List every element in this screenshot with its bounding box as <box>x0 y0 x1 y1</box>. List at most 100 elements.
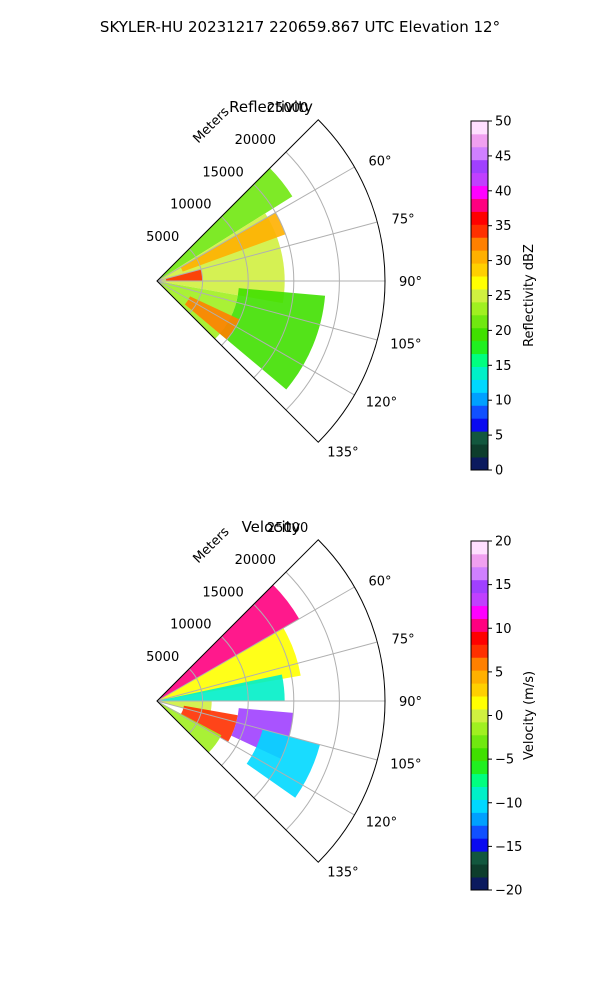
colorbar-segment <box>471 709 488 723</box>
azimuth-gridline <box>156 221 378 282</box>
colorbar-segment <box>471 314 488 329</box>
colorbar-segment <box>471 198 488 212</box>
colorbar-segment <box>471 250 488 264</box>
colorbar-segment <box>471 444 488 458</box>
colorbar-segment <box>471 864 488 878</box>
colorbar-tick-label: 10 <box>495 622 512 637</box>
colorbar-segment <box>471 327 488 342</box>
radar-cell-region <box>184 296 240 340</box>
range-tick-label: 10000 <box>170 618 211 633</box>
radar-cell-region <box>180 212 286 272</box>
colorbar-segment <box>471 734 488 749</box>
colorbar-segment <box>471 877 488 891</box>
range-tick-label: 5000 <box>146 230 179 245</box>
colorbar-segment <box>471 799 488 813</box>
panel-title: Reflectivity <box>229 98 313 116</box>
colorbar-segment <box>471 838 488 852</box>
colorbar-segment <box>471 683 488 697</box>
colorbar-segment <box>471 696 488 710</box>
colorbar-segment <box>471 721 488 736</box>
azimuth-tick-label: 75° <box>392 213 415 228</box>
colorbar-segment <box>471 340 488 355</box>
colorbar-segment <box>471 644 488 658</box>
colorbar-tick-label: 35 <box>495 219 512 234</box>
colorbar-tick-label: 40 <box>495 184 512 199</box>
colorbar-tick-label: 20 <box>495 535 512 550</box>
colorbar-segment <box>471 353 488 367</box>
colorbar-segment <box>471 825 488 839</box>
colorbar-segment <box>471 670 488 684</box>
colorbar-segment <box>471 366 488 380</box>
figure-title: SKYLER-HU 20231217 220659.867 UTC Elevat… <box>100 18 500 36</box>
colorbar-tick-label: 5 <box>495 429 503 444</box>
azimuth-gridline <box>156 586 355 702</box>
colorbar-label: Reflectivity dBZ <box>522 244 537 347</box>
colorbar-segment <box>471 851 488 865</box>
azimuth-tick-label: 60° <box>368 155 391 170</box>
range-axis-label: Meters <box>190 104 232 146</box>
azimuth-gridline <box>156 280 355 396</box>
azimuth-tick-label: 75° <box>392 633 415 648</box>
polar-frame <box>156 539 386 863</box>
reflectivity-panel: Reflectivity60°75°90°105°120°135°5000100… <box>146 98 537 479</box>
radar-cell-region <box>157 701 222 753</box>
colorbar-tick-label: 50 <box>495 115 512 130</box>
radar-cell-region <box>157 168 293 281</box>
colorbar-segment <box>471 172 488 187</box>
azimuth-tick-label: 105° <box>390 757 421 772</box>
azimuth-gridline <box>156 280 378 341</box>
radar-cell-region <box>157 674 285 701</box>
colorbar-segment <box>471 185 488 199</box>
colorbar-segment <box>471 631 488 645</box>
colorbar-segment <box>471 121 488 135</box>
colorbar-segment <box>471 773 488 787</box>
panel-title: Velocity <box>242 518 301 536</box>
colorbar-tick-label: 0 <box>495 464 503 479</box>
azimuth-tick-label: 135° <box>327 865 358 880</box>
colorbar-tick-label: 0 <box>495 709 503 724</box>
colorbar-segment <box>471 289 488 303</box>
colorbar-tick-label: −10 <box>495 796 522 811</box>
azimuth-gridline <box>156 166 355 282</box>
colorbar-segment <box>471 760 488 775</box>
colorbar-segment <box>471 618 488 632</box>
colorbar-segment <box>471 405 488 419</box>
colorbar-segment <box>471 592 488 607</box>
range-tick-label: 25000 <box>267 521 308 536</box>
colorbar-tick-label: 25 <box>495 289 512 304</box>
colorbar-segment <box>471 418 488 432</box>
azimuth-gridline <box>156 700 355 816</box>
colorbar-segment <box>471 541 488 555</box>
colorbar-tick-label: 15 <box>495 578 512 593</box>
azimuth-gridline <box>156 700 378 761</box>
colorbar-label: Velocity (m/s) <box>522 671 537 760</box>
azimuth-tick-label: 120° <box>366 395 397 410</box>
colorbar-segment <box>471 146 488 161</box>
range-tick-label: 20000 <box>235 133 276 148</box>
range-tick-label: 20000 <box>235 553 276 568</box>
colorbar-segment <box>471 392 488 406</box>
colorbar-tick-label: 5 <box>495 665 503 680</box>
radar-cell-region <box>246 729 320 798</box>
colorbar-tick-label: −5 <box>495 753 514 768</box>
azimuth-tick-label: 90° <box>399 695 422 710</box>
colorbar-segment <box>471 457 488 471</box>
range-axis-label: Meters <box>190 524 232 566</box>
colorbar-segment <box>471 379 488 393</box>
colorbar-tick-label: −20 <box>495 884 522 899</box>
range-tick-label: 10000 <box>170 198 211 213</box>
range-tick-label: 25000 <box>267 101 308 116</box>
colorbar-segment <box>471 579 488 594</box>
colorbar-tick-label: −15 <box>495 840 522 855</box>
colorbar-tick-label: 45 <box>495 149 512 164</box>
colorbar-segment <box>471 133 488 148</box>
radar-cell-region <box>219 288 326 390</box>
velocity-panel: Velocity 60° 75° 90° 105° 120° 135° 5000 10000 15… <box>146 518 537 899</box>
colorbar-tick-label: 20 <box>495 324 512 339</box>
radar-cell-region <box>157 628 301 701</box>
colorbar-segment <box>471 657 488 671</box>
radar-cell-region <box>180 705 238 743</box>
colorbar-segment <box>471 553 488 568</box>
colorbar-tick-label: 15 <box>495 359 512 374</box>
azimuth-gridline <box>156 641 378 702</box>
